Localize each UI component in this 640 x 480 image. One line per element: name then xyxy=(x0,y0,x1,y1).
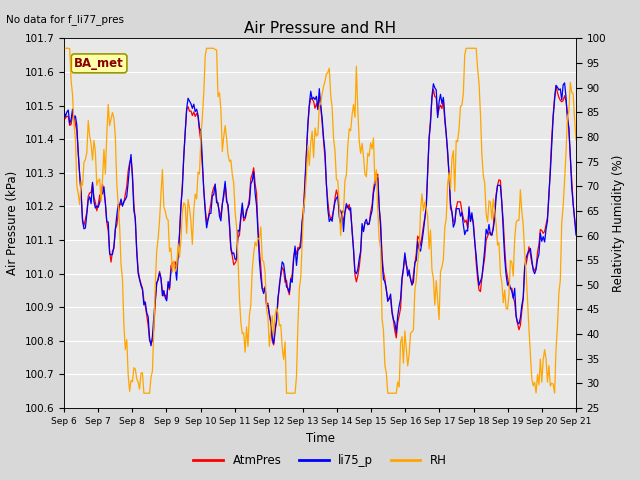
X-axis label: Time: Time xyxy=(305,432,335,444)
Text: BA_met: BA_met xyxy=(74,57,124,70)
Legend: AtmPres, li75_p, RH: AtmPres, li75_p, RH xyxy=(189,449,451,472)
Title: Air Pressure and RH: Air Pressure and RH xyxy=(244,21,396,36)
Text: No data for f_li77_pres: No data for f_li77_pres xyxy=(6,14,124,25)
Y-axis label: Relativity Humidity (%): Relativity Humidity (%) xyxy=(612,155,625,292)
Y-axis label: Air Pressure (kPa): Air Pressure (kPa) xyxy=(6,171,19,276)
